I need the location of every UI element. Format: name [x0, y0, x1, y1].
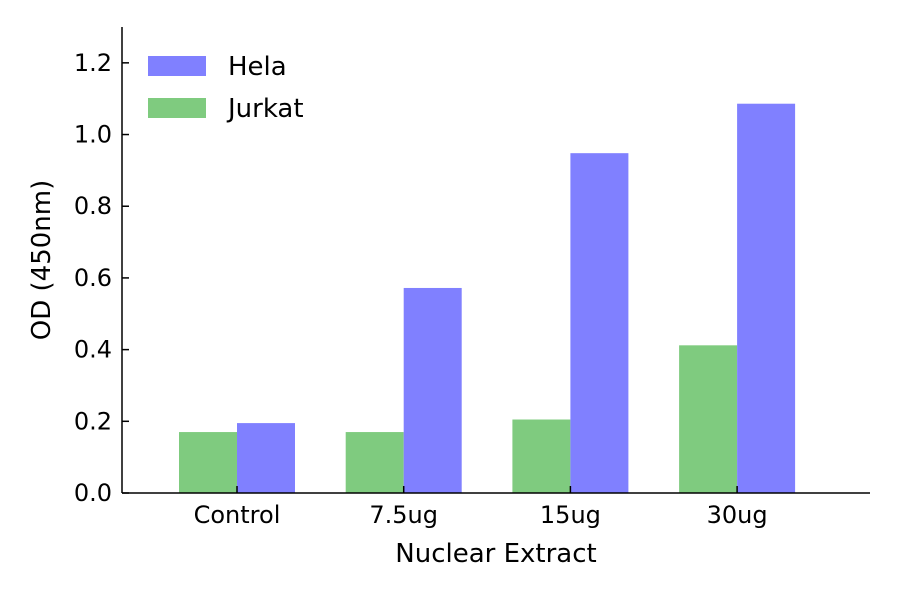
y-tick-label: 0.2 [74, 407, 112, 435]
bar-jurkat-30ug [679, 345, 738, 493]
y-tick-label: 0.8 [74, 192, 112, 220]
legend-label-jurkat: Jurkat [226, 94, 304, 124]
y-tick-label: 0.0 [74, 479, 112, 507]
bar-hela-30ug [737, 103, 796, 494]
x-tick-label: 15ug [540, 501, 601, 529]
bar-jurkat-15ug [512, 419, 571, 493]
y-tick-label: 1.2 [74, 49, 112, 77]
bar-jurkat-7-5ug [345, 432, 404, 493]
legend: Hela Jurkat [148, 52, 304, 124]
y-ticks-group: 0.0 0.2 0.4 0.6 0.8 1.0 1.2 [74, 49, 129, 507]
x-tick-label: 30ug [707, 501, 768, 529]
x-tick-label: 7.5ug [369, 501, 438, 529]
y-tick-label: 0.6 [74, 264, 112, 292]
x-tick-label: Control [194, 501, 281, 529]
bar-jurkat-control [179, 432, 237, 493]
bars-group [179, 103, 796, 494]
legend-label-hela: Hela [228, 52, 287, 82]
x-ticks-group: Control 7.5ug 15ug 30ug [194, 486, 768, 529]
bar-hela-7-5ug [403, 287, 462, 493]
axes-group [121, 27, 870, 494]
y-axis-title: OD (450nm) [27, 180, 57, 340]
legend-swatch-hela [148, 56, 206, 76]
x-axis-title: Nuclear Extract [395, 539, 596, 569]
bar-hela-control [237, 423, 295, 493]
y-tick-label: 0.4 [74, 336, 112, 364]
y-tick-label: 1.0 [74, 121, 112, 149]
bar-hela-15ug [570, 153, 629, 493]
legend-swatch-jurkat [148, 98, 206, 118]
